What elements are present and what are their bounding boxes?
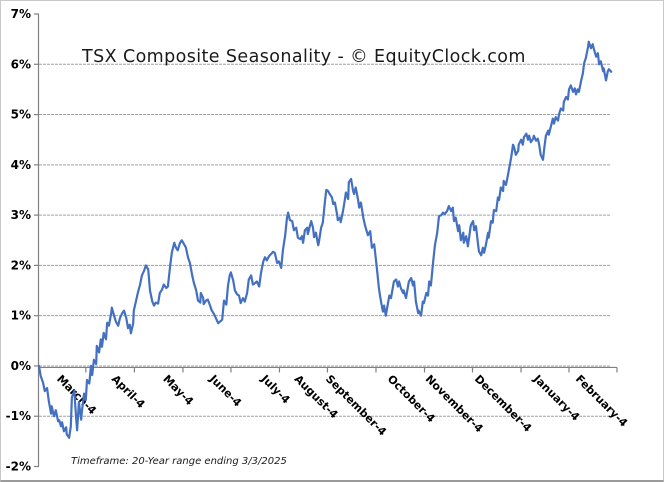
seasonality-line <box>37 40 613 439</box>
y-axis-label: 7% <box>11 7 31 21</box>
y-axis-label: -1% <box>6 409 31 423</box>
x-axis-label: July-4 <box>258 372 293 407</box>
x-axis-label: February-4 <box>573 372 630 429</box>
y-axis-label: 5% <box>11 108 31 122</box>
y-axis-label: 2% <box>11 258 31 272</box>
chart-title: TSX Composite Seasonality - © EquityCloc… <box>82 47 526 67</box>
timeframe-note: Timeframe: 20-Year range ending 3/3/2025 <box>71 456 287 467</box>
x-axis-label: May-4 <box>160 372 196 408</box>
y-axis-label: 1% <box>11 309 31 323</box>
y-axis-label: -2% <box>6 460 31 474</box>
y-axis-label: 0% <box>11 359 31 373</box>
y-axis-label: 4% <box>11 158 31 172</box>
y-axis-label: 6% <box>11 57 31 71</box>
x-axis-label: April-4 <box>109 372 148 411</box>
x-axis-label: June-4 <box>206 372 244 410</box>
y-axis-label: 3% <box>11 208 31 222</box>
